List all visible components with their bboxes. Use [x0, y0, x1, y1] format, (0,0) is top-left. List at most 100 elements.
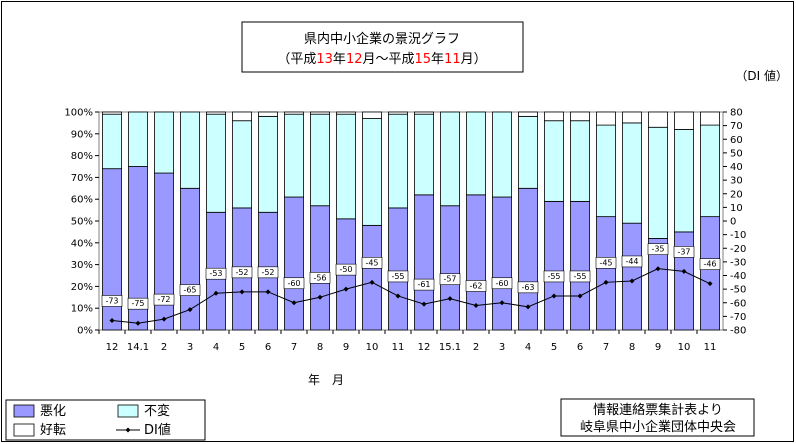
bar-worse [388, 207, 408, 331]
y2-tick-label: -40 [730, 271, 746, 282]
di-point [265, 289, 271, 295]
di-data-label: -56 [313, 273, 326, 282]
x-tick-label: 2 [161, 342, 167, 353]
di-point [707, 281, 713, 287]
x-tick-label: 10 [366, 342, 379, 353]
di-label-box [673, 246, 695, 258]
di-label-box [335, 263, 357, 276]
y2-tick-label: -10 [730, 230, 746, 241]
subtitle-segment-8: 月） [461, 52, 487, 67]
y2-tick-label: 70 [730, 121, 743, 132]
bar-worse [596, 216, 616, 331]
legend-swatch-di-marker [125, 427, 131, 433]
y2-tick-label: -60 [730, 298, 746, 309]
di-data-label: -73 [105, 296, 118, 305]
bar-same [674, 129, 694, 233]
y-tick-label: 60% [71, 195, 93, 206]
y-tick-label: 20% [71, 282, 93, 293]
di-data-label: -62 [469, 281, 482, 290]
bar-worse [284, 196, 304, 331]
bar-same [388, 113, 408, 209]
bar-same [570, 120, 590, 202]
bar-same [154, 111, 174, 174]
di-data-label: -52 [261, 268, 274, 277]
legend-label-worse: 悪化 [40, 404, 66, 419]
di-label-box [595, 257, 617, 269]
di-point [655, 266, 661, 272]
x-tick-label: 5 [551, 342, 557, 353]
bar-same [310, 113, 330, 207]
di-label-box [309, 271, 331, 284]
di-point [447, 296, 453, 302]
x-tick-label: 11 [392, 342, 405, 353]
y2-tick-label: -80 [730, 326, 746, 337]
di-data-label: -52 [235, 268, 248, 277]
bar-same [258, 115, 278, 213]
bar-same [128, 111, 148, 167]
x-tick-label: 3 [187, 342, 193, 353]
di-point [681, 268, 687, 274]
y-tick-label: 0% [77, 326, 93, 337]
di-data-label: -45 [365, 258, 378, 267]
bar-same [700, 124, 720, 218]
bar-worse [466, 194, 486, 331]
di-point [577, 293, 583, 299]
bar-same [336, 113, 356, 220]
legend-swatch-worse [13, 404, 35, 418]
di-data-label: -72 [157, 295, 170, 304]
di-data-label: -57 [443, 275, 456, 284]
legend-swatch-better [13, 423, 35, 437]
di-point [135, 320, 141, 326]
x-tick-label: 9 [343, 342, 349, 353]
source-line-1: 情報連絡票集計表より [593, 402, 723, 418]
di-label-box [283, 277, 305, 290]
di-data-label: -37 [677, 247, 690, 256]
bar-same [362, 118, 382, 226]
bar-same [284, 113, 304, 198]
bar-better [336, 111, 356, 115]
bar-better [648, 111, 668, 128]
bar-same [102, 113, 122, 170]
di-point [161, 316, 167, 322]
di-data-label: -53 [209, 269, 222, 278]
y2-tick-label: 80 [730, 108, 743, 119]
di-point [395, 293, 401, 299]
di-point [629, 278, 635, 284]
bar-worse [310, 205, 330, 331]
bar-same [232, 120, 252, 209]
bar-better [310, 111, 330, 115]
subtitle-segment-6: 年 [431, 52, 444, 67]
subtitle-segment-4: 月～平成 [362, 52, 414, 67]
x-tick-label: 11 [704, 342, 717, 353]
legend-label-better: 好転 [40, 423, 66, 438]
x-tick-label: 6 [577, 342, 583, 353]
bar-better [206, 111, 226, 115]
y2-tick-label: -70 [730, 312, 746, 323]
y2-tick-label: 10 [730, 203, 743, 214]
bar-worse [700, 216, 720, 331]
di-label-box [543, 270, 565, 283]
di-data-label: -45 [599, 258, 612, 267]
bar-same [518, 115, 538, 189]
legend-label-same: 不変 [144, 403, 170, 419]
x-tick-label: 7 [603, 342, 609, 353]
x-tick-label: 12 [106, 342, 119, 353]
x-tick-label: 2 [473, 342, 479, 353]
y-tick-label: 30% [71, 260, 93, 271]
bar-same [544, 120, 564, 202]
bar-better [414, 111, 434, 115]
bar-better [570, 111, 590, 122]
di-point [525, 304, 531, 310]
di-label-box [647, 243, 669, 255]
x-tick-label: 4 [213, 342, 219, 353]
di-data-label: -46 [703, 260, 716, 269]
subtitle-segment-2: 年 [333, 52, 346, 67]
plot-area [98, 111, 724, 331]
di-label-box [257, 266, 279, 279]
subtitle-segment-3: 12 [346, 52, 363, 67]
y2-tick-label: 20 [730, 189, 743, 200]
bar-better [674, 111, 694, 130]
chart-subtitle: （平成13年12月～平成15年11月） [277, 52, 486, 67]
di-label-box [569, 270, 591, 283]
di-point [473, 302, 479, 308]
